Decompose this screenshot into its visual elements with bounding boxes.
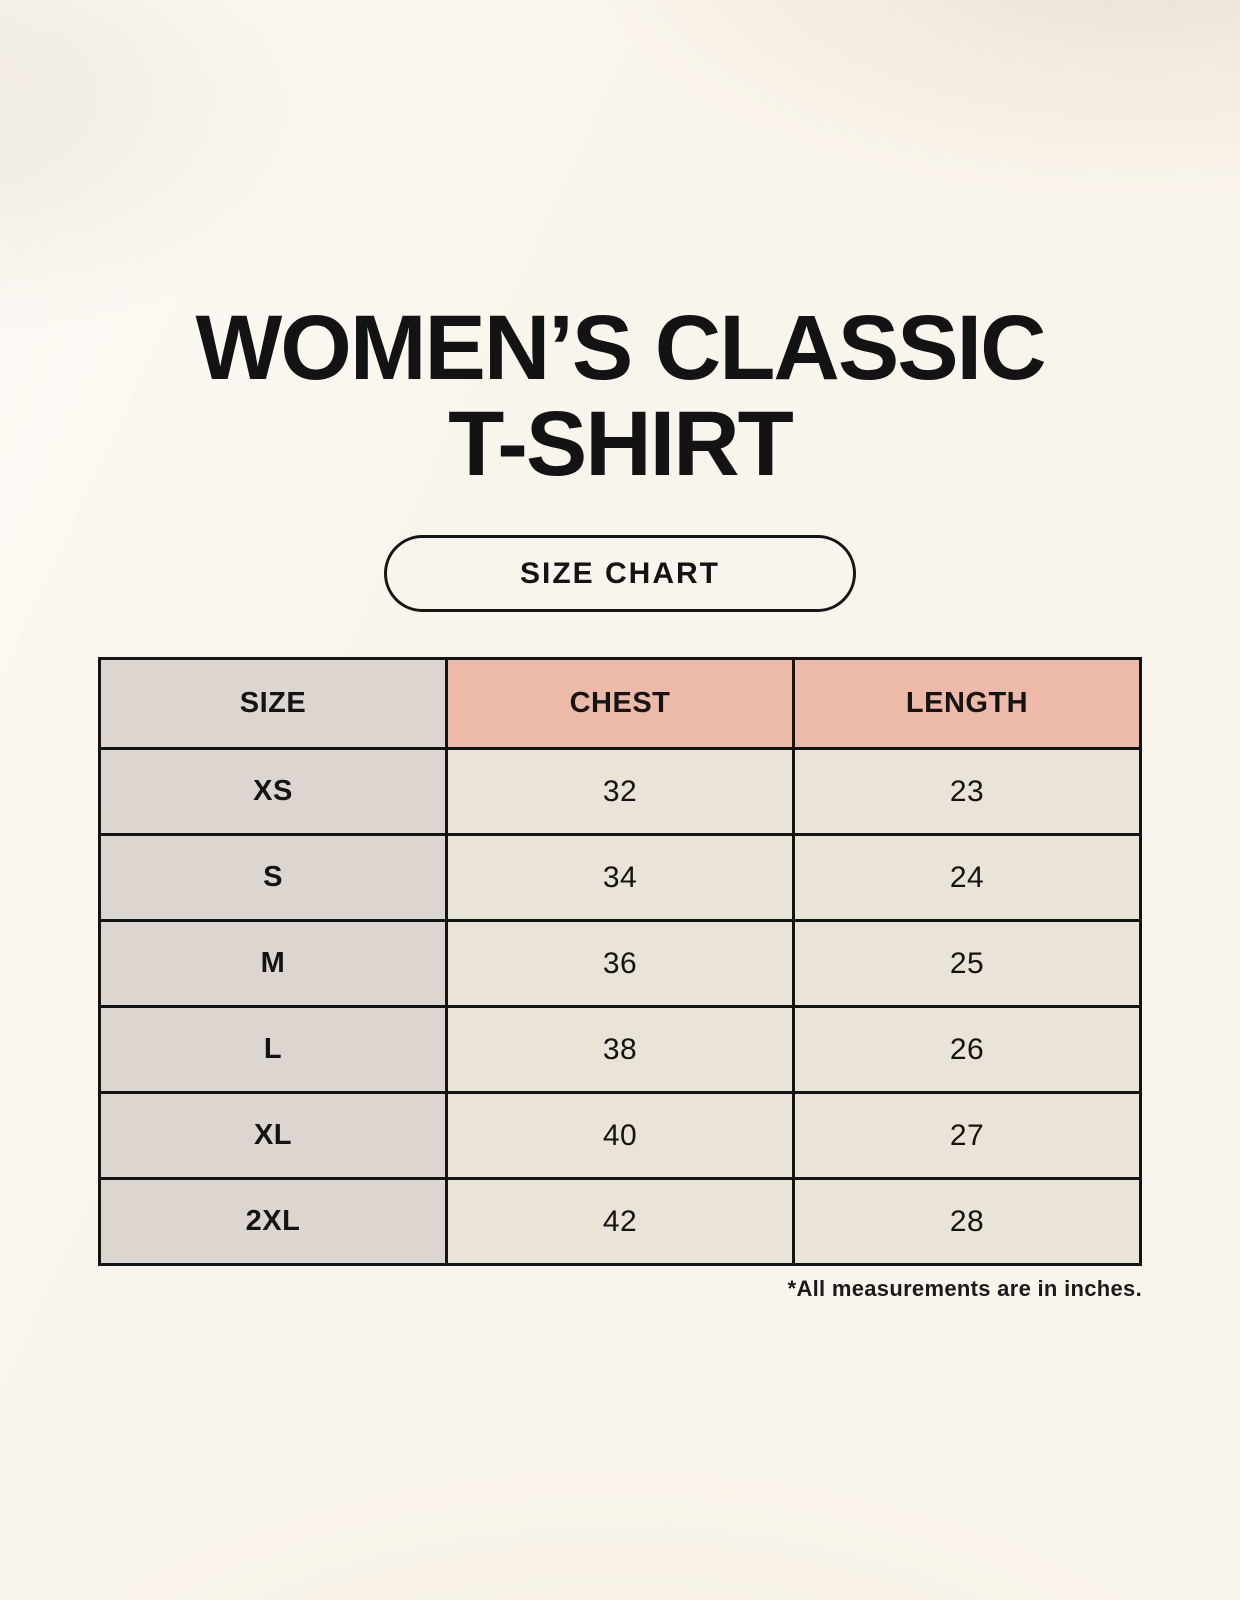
chest-value: 32 [445, 747, 795, 836]
size-label: L [98, 1005, 448, 1094]
chest-value: 34 [445, 833, 795, 922]
size-label: S [98, 833, 448, 922]
table-row: XS 32 23 [98, 747, 1142, 836]
table-row: S 34 24 [98, 833, 1142, 922]
table-header-row: SIZE CHEST LENGTH [98, 657, 1142, 750]
column-header-size: SIZE [98, 657, 448, 750]
measurements-footnote: *All measurements are in inches. [787, 1276, 1142, 1301]
title-line-1: WOMEN’S CLASSIC [195, 297, 1046, 399]
size-chart-button[interactable]: SIZE CHART [384, 535, 856, 612]
size-label: XL [98, 1091, 448, 1180]
chest-value: 42 [445, 1177, 795, 1266]
chest-value: 38 [445, 1005, 795, 1094]
length-value: 26 [792, 1005, 1142, 1094]
column-header-chest: CHEST [445, 657, 795, 750]
length-value: 28 [792, 1177, 1142, 1266]
size-chart-button-label: SIZE CHART [520, 556, 720, 590]
size-label: XS [98, 747, 448, 836]
title-line-2: T-SHIRT [448, 393, 794, 495]
page-title: WOMEN’S CLASSIC T-SHIRT [0, 300, 1240, 492]
column-header-length: LENGTH [792, 657, 1142, 750]
length-value: 25 [792, 919, 1142, 1008]
table-row: XL 40 27 [98, 1091, 1142, 1180]
size-table: SIZE CHEST LENGTH XS 32 23 S 34 24 M 36 … [98, 657, 1142, 1266]
table-row: M 36 25 [98, 919, 1142, 1008]
table-row: L 38 26 [98, 1005, 1142, 1094]
length-value: 23 [792, 747, 1142, 836]
length-value: 24 [792, 833, 1142, 922]
length-value: 27 [792, 1091, 1142, 1180]
chest-value: 40 [445, 1091, 795, 1180]
table-row: 2XL 42 28 [98, 1177, 1142, 1266]
size-label: M [98, 919, 448, 1008]
chest-value: 36 [445, 919, 795, 1008]
size-label: 2XL [98, 1177, 448, 1266]
